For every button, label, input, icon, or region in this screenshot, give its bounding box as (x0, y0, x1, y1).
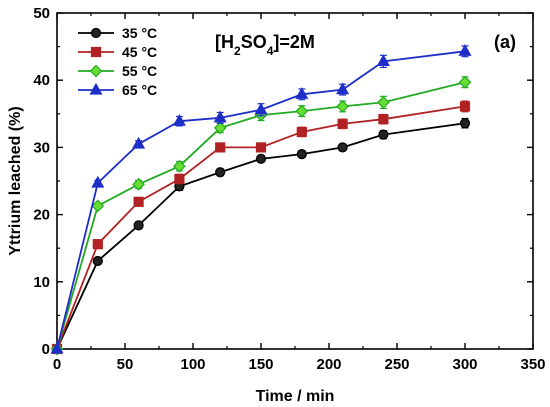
legend-marker (92, 48, 101, 57)
data-point (134, 221, 143, 230)
x-tick-label: 250 (384, 356, 409, 373)
y-tick-label: 20 (33, 207, 50, 224)
x-tick-label: 350 (520, 356, 545, 373)
data-point (296, 106, 307, 117)
data-point (93, 256, 102, 265)
legend-marker (91, 84, 102, 94)
data-point (216, 143, 225, 152)
y-tick-label: 30 (33, 139, 50, 156)
condition-part-condition_mid: SO (241, 32, 267, 52)
data-point (297, 127, 306, 136)
x-tick-label: 300 (452, 356, 477, 373)
legend-label: 35 °C (122, 25, 157, 41)
data-point (216, 168, 225, 177)
data-point (379, 130, 388, 139)
data-point (93, 240, 102, 249)
y-tick-label: 10 (33, 274, 50, 291)
x-tick-label: 0 (53, 356, 61, 373)
data-point (337, 84, 348, 94)
data-point (338, 119, 347, 128)
data-point (461, 102, 470, 111)
data-point (257, 154, 266, 163)
x-tick-label: 200 (316, 356, 341, 373)
condition-part-condition_prefix: [H (215, 32, 234, 52)
legend-label: 45 °C (122, 44, 157, 60)
series-line-3 (57, 51, 465, 349)
data-point (257, 143, 266, 152)
plot-area: 0 50 100 150 200 250 300 350 0 10 20 30 40 50 Time / m… (7, 5, 546, 405)
condition-annotation: [H2SO4]=2M (215, 32, 315, 58)
legend-label: 65 °C (122, 82, 157, 98)
data-point (297, 150, 306, 159)
data-point (378, 97, 389, 108)
data-point (338, 143, 347, 152)
data-point (337, 101, 348, 112)
x-axis-label: Time / min (256, 388, 335, 405)
data-point (134, 197, 143, 206)
data-point (460, 45, 471, 55)
panel-label: (a) (494, 32, 516, 52)
series-line-2 (57, 82, 465, 349)
condition-part-condition_suffix: ]=2M (273, 32, 315, 52)
legend-marker (91, 66, 102, 77)
data-point (379, 115, 388, 124)
data-point (461, 119, 470, 128)
y-tick-label: 40 (33, 72, 50, 89)
x-tick-label: 100 (180, 356, 205, 373)
x-tick-label: 50 (117, 356, 134, 373)
legend-marker (92, 29, 101, 38)
x-tick-label: 150 (248, 356, 273, 373)
y-tick-label: 50 (33, 5, 50, 22)
y-axis-label: Yttrium leached (%) (7, 106, 24, 255)
data-point (133, 179, 144, 190)
data-point (133, 138, 144, 148)
legend-label: 55 °C (122, 63, 157, 79)
data-point (175, 174, 184, 183)
data-point (460, 77, 471, 88)
y-tick-label: 0 (42, 341, 50, 358)
